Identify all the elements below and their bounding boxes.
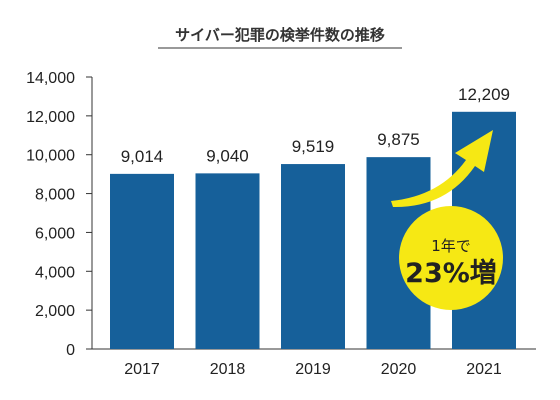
bar-2019 bbox=[281, 164, 345, 349]
bar-2017 bbox=[110, 173, 174, 349]
bar-value-label: 9,519 bbox=[292, 137, 335, 156]
x-tick-label: 2018 bbox=[210, 361, 246, 378]
value-labels: 9,014 9,040 9,519 9,875 12,209 bbox=[121, 85, 510, 166]
growth-callout: 1年で 23%増 bbox=[391, 130, 503, 310]
callout-line1: 1年で bbox=[431, 237, 471, 255]
y-tick-label: 6,000 bbox=[35, 225, 75, 242]
chart-title: サイバー犯罪の検挙件数の推移 bbox=[175, 26, 385, 44]
y-tick-label: 2,000 bbox=[35, 303, 75, 320]
y-tick-label: 10,000 bbox=[26, 148, 75, 165]
bar-value-label: 12,209 bbox=[458, 85, 510, 104]
bar-value-label: 9,875 bbox=[377, 130, 420, 149]
x-tick-label: 2017 bbox=[124, 361, 160, 378]
x-tick-labels: 2017 2018 2019 2020 2021 bbox=[124, 361, 502, 378]
bar-2018 bbox=[195, 173, 260, 349]
y-tick-label: 8,000 bbox=[35, 187, 75, 204]
y-tick-label: 12,000 bbox=[26, 109, 75, 126]
callout-circle bbox=[399, 206, 503, 310]
x-tick-label: 2019 bbox=[295, 361, 331, 378]
bar-value-label: 9,040 bbox=[206, 146, 249, 165]
y-tick-label: 0 bbox=[66, 342, 75, 359]
callout-line2: 23%増 bbox=[405, 257, 497, 289]
y-ticks: 0 2,000 4,000 6,000 8,000 10,000 12,000 14,000 bbox=[26, 70, 92, 359]
x-tick-label: 2020 bbox=[381, 361, 417, 378]
bar-value-label: 9,014 bbox=[121, 147, 164, 166]
growth-arrow-icon bbox=[391, 130, 493, 208]
x-tick-label: 2021 bbox=[466, 361, 502, 378]
y-tick-label: 4,000 bbox=[35, 264, 75, 281]
y-tick-label: 14,000 bbox=[26, 70, 75, 87]
